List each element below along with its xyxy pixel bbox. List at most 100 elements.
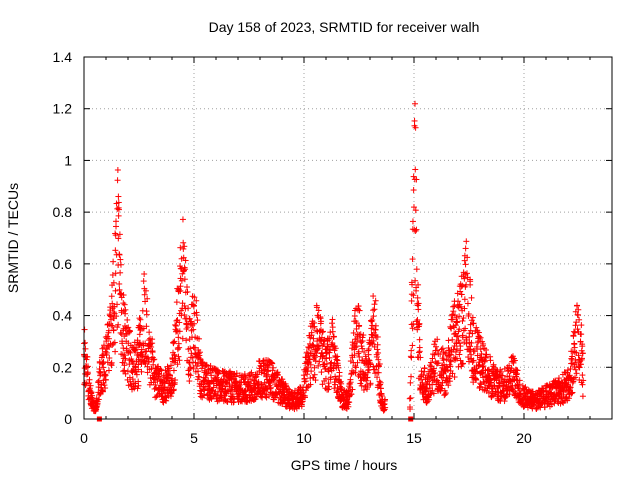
data-point (307, 334, 314, 341)
data-point (173, 322, 180, 329)
data-point (321, 341, 328, 348)
data-point (247, 376, 254, 383)
data-point (175, 353, 182, 360)
data-point (138, 368, 145, 375)
data-point (359, 345, 366, 352)
data-point (186, 378, 193, 385)
data-point (187, 372, 194, 379)
data-point (350, 329, 357, 336)
data-point (157, 366, 164, 373)
data-point (349, 386, 356, 393)
data-point (153, 367, 160, 374)
data-point (310, 342, 317, 349)
data-point (170, 367, 177, 374)
data-point (110, 279, 117, 286)
data-point (578, 322, 585, 329)
data-point (352, 364, 359, 371)
data-point (122, 325, 129, 332)
data-point (285, 385, 292, 392)
x-axis-title: GPS time / hours (291, 457, 398, 473)
data-point (112, 232, 119, 239)
data-point (455, 298, 462, 305)
data-point (416, 344, 423, 351)
data-point (312, 377, 319, 384)
data-point (135, 366, 142, 373)
data-point (409, 218, 416, 225)
data-point (167, 372, 174, 379)
data-point (120, 300, 127, 307)
data-point (135, 382, 142, 389)
data-point (357, 331, 364, 338)
data-point (171, 338, 178, 345)
data-point (112, 287, 119, 294)
data-point (244, 378, 251, 385)
data-point (117, 329, 124, 336)
data-point (172, 376, 179, 383)
data-point (373, 353, 380, 360)
data-point (150, 356, 157, 363)
data-point (367, 361, 374, 368)
data-point (413, 287, 420, 294)
data-point (356, 353, 363, 360)
data-point (332, 375, 339, 382)
data-point (266, 393, 273, 400)
data-point (456, 340, 463, 347)
data-point (319, 328, 326, 335)
data-point (196, 349, 203, 356)
data-point (190, 365, 197, 372)
data-point (152, 381, 159, 388)
data-point (119, 340, 126, 347)
data-point (375, 349, 382, 356)
data-point (306, 356, 313, 363)
data-point (360, 332, 367, 339)
data-point (111, 339, 118, 346)
data-point (346, 380, 353, 387)
data-point (126, 348, 133, 355)
data-point (313, 350, 320, 357)
data-point (198, 365, 205, 372)
data-point (141, 291, 148, 298)
data-point (114, 301, 121, 308)
data-point (245, 379, 252, 386)
axis-ticks: 0 5 10 15 20 0 0.2 0.4 0.6 0.8 1 1.2 1.4 (53, 49, 612, 446)
data-point (315, 362, 322, 369)
data-point (370, 307, 377, 314)
data-point (365, 357, 372, 364)
data-point (335, 364, 342, 371)
x-tick-label: 20 (516, 430, 532, 446)
data-point (416, 321, 423, 328)
chart-title: Day 158 of 2023, SRMTID for receiver wal… (209, 19, 480, 35)
data-point (348, 391, 355, 398)
data-point (117, 269, 124, 276)
data-point (377, 385, 384, 392)
data-point (445, 337, 452, 344)
data-point (132, 347, 139, 354)
data-point (355, 348, 362, 355)
data-point (151, 356, 158, 363)
data-point (168, 362, 175, 369)
data-point (223, 398, 230, 405)
data-point (328, 359, 335, 366)
data-point (166, 365, 173, 372)
data-point (233, 370, 240, 377)
data-point (365, 351, 372, 358)
data-point (102, 385, 109, 392)
data-point (182, 266, 189, 273)
data-point (136, 315, 143, 322)
data-point (315, 307, 322, 314)
data-point (144, 369, 151, 376)
data-point (359, 338, 366, 345)
data-point (176, 357, 183, 364)
data-point (127, 349, 134, 356)
data-point (458, 291, 465, 298)
data-point (84, 353, 91, 360)
data-point (232, 373, 239, 380)
data-point (417, 354, 424, 361)
data-point (415, 300, 422, 307)
data-point (122, 355, 129, 362)
data-point (382, 396, 389, 403)
data-point (115, 206, 122, 213)
data-point (108, 359, 115, 366)
y-tick-label: 1.4 (53, 49, 73, 65)
